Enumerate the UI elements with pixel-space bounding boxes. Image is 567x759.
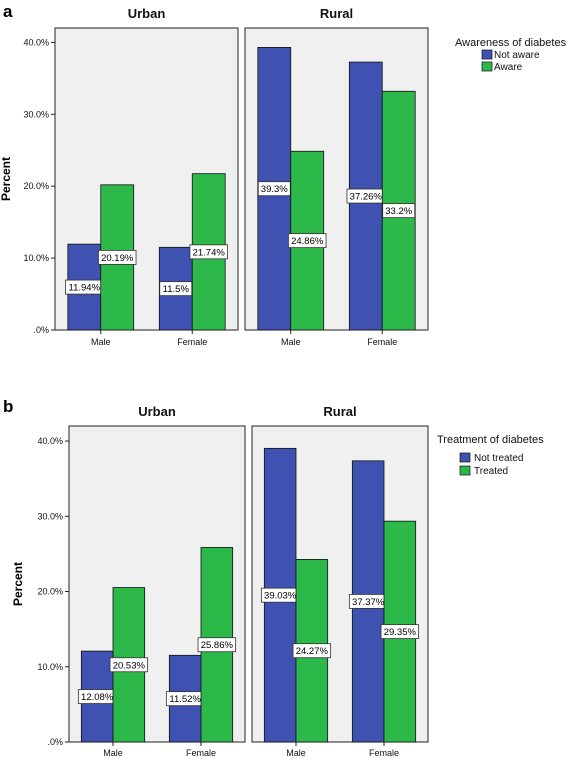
- data-label: 20.53%: [113, 660, 146, 671]
- legend-item-label: Not aware: [494, 50, 540, 61]
- y-tick-label: 20.0%: [23, 181, 49, 191]
- y-tick-label: 30.0%: [23, 109, 49, 119]
- legend-item-label: Not treated: [474, 453, 523, 464]
- x-tick-label: Female: [177, 337, 207, 347]
- data-label: 37.26%: [350, 192, 383, 203]
- data-label: 20.19%: [101, 253, 134, 264]
- facet-title: Rural: [320, 6, 353, 21]
- data-label: 11.52%: [169, 694, 201, 705]
- x-tick-label: Male: [281, 337, 301, 347]
- data-label-box: [292, 643, 332, 659]
- x-tick-label: Male: [286, 748, 306, 758]
- data-label-box: [159, 281, 193, 297]
- legend-title: Awareness of diabetes: [455, 37, 567, 49]
- legend-swatch: [481, 61, 493, 72]
- data-label-box: [189, 244, 228, 260]
- y-axis-label: Percent: [11, 562, 25, 606]
- data-label-box: [98, 250, 137, 265]
- y-tick-label: .0%: [33, 325, 49, 335]
- facet-urban: Urban Male 11.94% 20.19% Female 11.5% 21.74%: [54, 6, 239, 347]
- data-label: 39.3%: [261, 184, 288, 195]
- y-tick-label: .0%: [47, 737, 63, 747]
- legend-swatch: [459, 465, 471, 476]
- data-label-box: [288, 233, 327, 249]
- x-tick-label: Female: [369, 748, 399, 758]
- facet-urban: Urban Male 12.08% 20.53% Female 11.52% 25.86%: [68, 404, 246, 758]
- data-label-box: [197, 637, 237, 653]
- x-tick-label: Male: [103, 748, 123, 758]
- x-tick-label: Male: [91, 337, 111, 347]
- data-label: 24.27%: [296, 646, 329, 657]
- legend-swatch: [481, 49, 493, 60]
- data-label: 12.08%: [81, 692, 114, 703]
- y-tick-label: 10.0%: [23, 253, 49, 263]
- data-label: 33.2%: [385, 206, 412, 217]
- facet-rural: Rural Male 39.03% 24.27% Female 37.37% 29.35%: [251, 404, 429, 758]
- y-tick-label: 40.0%: [23, 37, 49, 47]
- y-tick-label: 40.0%: [37, 436, 63, 446]
- chart-panel-b: b Percent .0% 10.0% 20.0% 30.0% 40.0% Urban Male…: [3, 397, 544, 758]
- data-label-box: [257, 181, 291, 197]
- legend: Treatment of diabetes Not treated Treated: [437, 434, 544, 477]
- data-label-box: [382, 203, 416, 219]
- panel-letter: b: [3, 397, 13, 416]
- legend-item-label: Treated: [474, 466, 508, 477]
- data-label: 11.94%: [69, 283, 101, 294]
- data-label: 25.86%: [201, 640, 234, 651]
- data-label: 29.35%: [384, 627, 417, 638]
- facet-rural: Rural Male 39.3% 24.86% Female 37.26%33.2%: [244, 6, 429, 347]
- y-tick-label: 20.0%: [37, 587, 63, 597]
- y-tick-label: 30.0%: [37, 511, 63, 521]
- data-label: 39.03%: [264, 591, 297, 602]
- x-tick-label: Female: [186, 748, 216, 758]
- x-tick-label: Female: [367, 337, 397, 347]
- y-tick-label: 10.0%: [37, 662, 63, 672]
- y-axis-label: Percent: [0, 157, 13, 201]
- data-label-box: [109, 657, 149, 673]
- data-label: 37.37%: [352, 597, 385, 608]
- data-label-box: [380, 624, 420, 639]
- data-label: 11.5%: [163, 284, 190, 295]
- data-label: 21.74%: [193, 247, 226, 258]
- panel-letter: a: [3, 2, 13, 21]
- chart-panel-a: a Percent .0% 10.0% 20.0% 30.0% 40.0% Urban Male…: [0, 2, 567, 347]
- facet-title: Rural: [323, 404, 356, 419]
- data-label: 24.86%: [291, 236, 324, 247]
- legend-swatch: [459, 452, 471, 463]
- legend-title: Treatment of diabetes: [437, 434, 544, 446]
- facet-title: Urban: [138, 404, 176, 419]
- facet-title: Urban: [128, 6, 166, 21]
- legend-item-label: Aware: [494, 62, 523, 73]
